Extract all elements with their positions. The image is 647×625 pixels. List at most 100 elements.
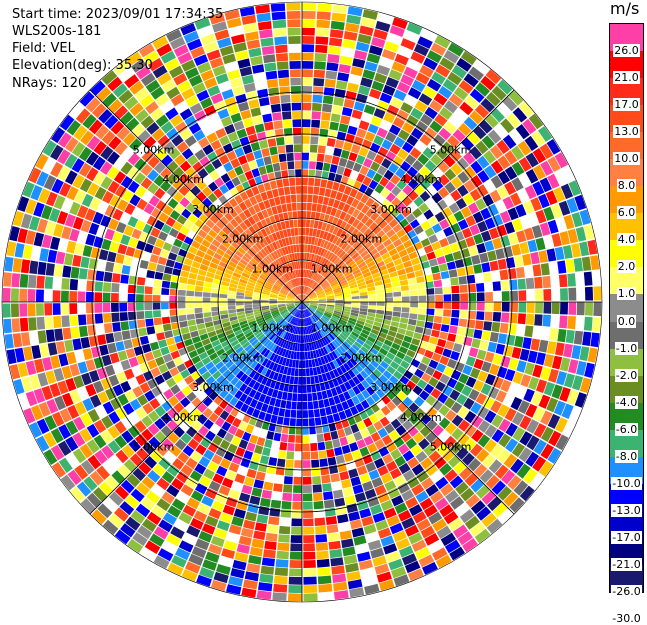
velocity-gate — [203, 303, 211, 308]
velocity-gate — [152, 349, 162, 358]
velocity-gate — [273, 433, 281, 442]
velocity-gate — [281, 434, 288, 442]
velocity-gate — [343, 487, 354, 497]
range-ring-label: 3.00km — [192, 203, 234, 216]
velocity-gate — [309, 418, 315, 426]
velocity-gate — [571, 345, 581, 359]
velocity-gate — [307, 393, 312, 401]
velocity-gate — [535, 289, 543, 300]
velocity-gate — [248, 555, 262, 565]
velocity-gate — [154, 318, 163, 326]
velocity-gate — [28, 317, 37, 330]
velocity-gate — [294, 460, 302, 468]
velocity-gate — [518, 279, 527, 290]
velocity-gate — [309, 368, 313, 376]
colorbar-tick-label: -6.0 — [610, 424, 643, 436]
velocity-gate — [340, 530, 352, 540]
velocity-gate — [460, 293, 468, 301]
velocity-gate — [444, 302, 452, 309]
velocity-gate — [36, 276, 45, 289]
velocity-gate — [188, 320, 197, 327]
velocity-gate — [331, 21, 345, 30]
velocity-gate — [316, 551, 329, 560]
velocity-gate — [61, 315, 70, 327]
velocity-gate — [266, 71, 278, 80]
velocity-gate — [347, 126, 357, 136]
velocity-gate — [69, 303, 77, 314]
velocity-gate — [344, 31, 358, 41]
velocity-gate — [112, 273, 121, 283]
velocity-gate — [23, 346, 33, 360]
velocity-gate — [305, 236, 309, 244]
range-ring-label: 1.00km — [252, 262, 294, 275]
velocity-gate — [269, 146, 278, 155]
velocity-gate — [337, 429, 345, 438]
colorbar-tick-label: -21.0 — [610, 559, 643, 571]
velocity-gate — [250, 107, 261, 117]
velocity-gate — [433, 323, 442, 331]
velocity-gate — [260, 38, 273, 47]
velocity-gate — [292, 119, 301, 127]
velocity-gate — [303, 535, 314, 543]
velocity-gate — [346, 571, 360, 581]
velocity-gate — [518, 302, 526, 313]
velocity-gate — [244, 302, 252, 305]
velocity-gate — [111, 293, 119, 302]
velocity-gate — [342, 39, 356, 49]
velocity-gate — [264, 439, 272, 448]
velocity-gate — [263, 54, 276, 63]
velocity-gate — [302, 94, 312, 102]
colorbar-tick-label: -17.0 — [610, 532, 643, 544]
velocity-gate — [142, 344, 152, 354]
velocity-gate — [292, 510, 302, 518]
velocity-gate — [15, 243, 25, 258]
velocity-gate — [124, 339, 134, 349]
velocity-gate — [435, 302, 443, 309]
velocity-gate — [162, 317, 170, 325]
velocity-gate — [317, 567, 330, 576]
velocity-gate — [534, 277, 543, 289]
velocity-gate — [228, 299, 236, 303]
velocity-gate — [312, 476, 321, 484]
velocity-gate — [547, 341, 557, 354]
velocity-gate — [337, 166, 345, 175]
colorbar-tick-label: 4.0 — [610, 234, 643, 246]
velocity-gate — [54, 264, 63, 276]
range-ring-label: 3.00km — [370, 203, 412, 216]
velocity-gate — [450, 277, 459, 285]
velocity-gate — [308, 402, 314, 410]
velocity-gate — [325, 189, 332, 198]
velocity-gate — [344, 299, 352, 301]
velocity-gate — [274, 576, 288, 585]
velocity-gate — [272, 112, 282, 121]
velocity-gate — [435, 287, 443, 294]
velocity-gate — [240, 137, 250, 147]
velocity-gate — [195, 313, 203, 319]
velocity-gate — [490, 332, 499, 342]
velocity-gate — [291, 410, 297, 418]
velocity-gate — [45, 276, 54, 289]
velocity-gate — [475, 320, 484, 329]
velocity-gate — [394, 302, 402, 307]
velocity-gate — [487, 250, 497, 261]
velocity-gate — [46, 329, 55, 342]
velocity-gate — [300, 261, 302, 269]
velocity-gate — [449, 269, 458, 278]
velocity-gate — [273, 28, 286, 37]
velocity-gate — [264, 541, 276, 550]
velocity-gate — [144, 243, 154, 253]
velocity-gate — [419, 302, 427, 308]
velocity-gate — [304, 253, 307, 261]
velocity-gate — [48, 250, 58, 263]
velocity-gate — [318, 145, 326, 154]
velocity-gate — [318, 196, 324, 204]
velocity-gate — [339, 437, 348, 446]
velocity-gate — [118, 244, 128, 255]
velocity-gate — [83, 348, 93, 360]
colorbar-tick-label: 21.0 — [610, 72, 643, 84]
velocity-gate — [61, 278, 70, 290]
velocity-gate — [291, 368, 295, 376]
velocity-gate — [296, 352, 299, 360]
velocity-gate — [178, 290, 186, 296]
velocity-gate — [29, 261, 38, 275]
